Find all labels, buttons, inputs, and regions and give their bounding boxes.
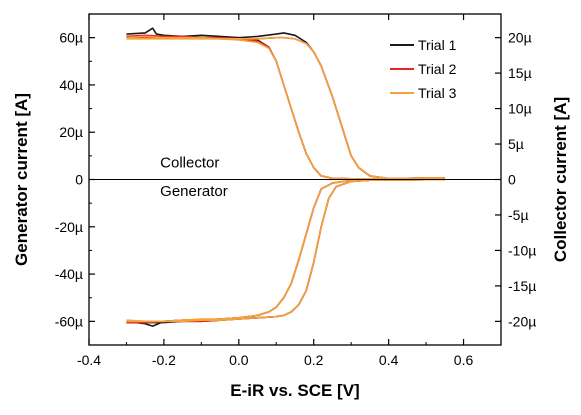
- series-layer: [126, 27, 445, 327]
- x-axis-ticks: -0.4 -0.2 0.0 0.2 0.4 0.6: [77, 14, 474, 368]
- y2-axis-ticks: -20µ -15µ -10µ -5µ 0 5µ 10µ 15µ 20µ: [495, 30, 536, 329]
- y-tick-label: 60µ: [59, 30, 83, 46]
- annotation-generator: Generator: [160, 183, 228, 200]
- legend-label: Trial 2: [418, 61, 457, 77]
- y2-tick-label: -15µ: [508, 278, 536, 294]
- series-line-collector-forward: [126, 35, 445, 180]
- y2-tick-label: 15µ: [508, 65, 532, 81]
- y2-tick-label: 10µ: [508, 101, 532, 117]
- series-line-generator-forward: [126, 178, 445, 327]
- y-tick-label: -60µ: [55, 313, 83, 329]
- y-tick-label: -20µ: [55, 219, 83, 235]
- legend-label: Trial 3: [418, 85, 457, 101]
- y2-tick-label: -5µ: [508, 207, 529, 223]
- y2-axis-title: Collector current [A]: [551, 97, 570, 262]
- y2-tick-label: 0: [508, 172, 516, 188]
- series-line-generator-forward: [126, 178, 445, 323]
- series-line-generator-reverse: [126, 178, 445, 323]
- series-line-generator-reverse: [126, 178, 445, 324]
- y2-tick-label: 20µ: [508, 30, 532, 46]
- x-tick-label: -0.4: [77, 352, 101, 368]
- y2-tick-label: -10µ: [508, 242, 536, 258]
- y-tick-label: 0: [75, 172, 83, 188]
- y2-tick-label: -20µ: [508, 313, 536, 329]
- x-tick-label: -0.2: [152, 352, 176, 368]
- x-tick-label: 0.0: [229, 352, 249, 368]
- series-line-collector-reverse: [126, 36, 445, 180]
- y-axis-ticks: -60µ -40µ -20µ 0 20µ 40µ 60µ: [55, 30, 95, 329]
- x-tick-label: 0.6: [454, 352, 474, 368]
- y-tick-label: -40µ: [55, 266, 83, 282]
- legend: Trial 1 Trial 2 Trial 3: [390, 37, 457, 101]
- series-1: [126, 27, 445, 327]
- legend-label: Trial 1: [418, 37, 457, 53]
- x-tick-label: 0.2: [304, 352, 324, 368]
- y-axis-title: Generator current [A]: [12, 93, 31, 266]
- x-tick-label: 0.4: [379, 352, 399, 368]
- y-tick-label: 20µ: [59, 124, 83, 140]
- series-line-generator-forward: [126, 178, 445, 324]
- x-axis-title: E-iR vs. SCE [V]: [230, 381, 359, 400]
- series-3: [126, 35, 445, 323]
- annotation-collector: Collector: [160, 155, 219, 172]
- y-tick-label: 40µ: [59, 77, 83, 93]
- y2-tick-label: 5µ: [508, 136, 524, 152]
- series-line-generator-reverse: [126, 178, 445, 324]
- annotations: Collector Generator: [160, 155, 228, 200]
